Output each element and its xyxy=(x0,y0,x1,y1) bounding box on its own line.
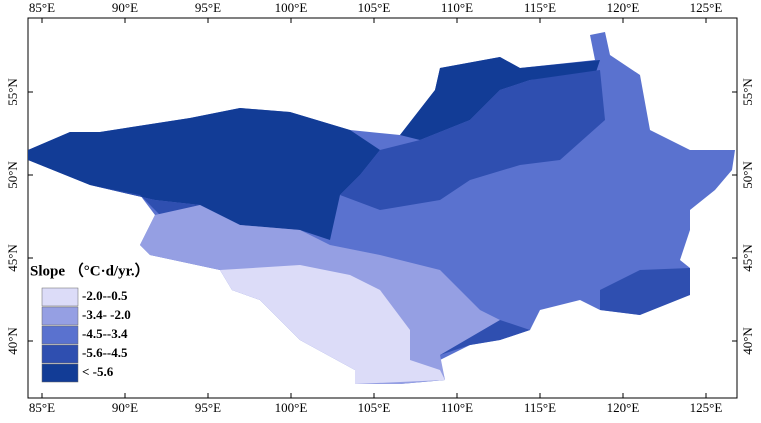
lat-label: 55°N xyxy=(5,78,20,106)
region-dark xyxy=(600,268,690,315)
lon-label: 125°E xyxy=(690,400,723,415)
lon-label: 95°E xyxy=(195,400,221,415)
lat-label: 40°N xyxy=(740,327,755,355)
lat-label: 45°N xyxy=(740,244,755,272)
legend-swatch xyxy=(41,287,79,307)
lon-label: 120°E xyxy=(607,0,640,15)
regions xyxy=(28,32,735,384)
legend-swatch xyxy=(41,325,79,345)
legend-title: Slope （°C·d/yr.） xyxy=(30,261,150,279)
lon-label: 95°E xyxy=(195,0,221,15)
region-dark xyxy=(90,185,200,215)
legend-label: -5.6--4.5 xyxy=(82,345,128,360)
lon-label: 100°E xyxy=(275,400,308,415)
lon-label: 90°E xyxy=(112,0,138,15)
legend-label: -4.5--3.4 xyxy=(82,326,128,341)
lat-label: 50°N xyxy=(5,161,20,189)
lat-label: 45°N xyxy=(5,244,20,272)
lon-label: 125°E xyxy=(690,0,723,15)
lon-label: 115°E xyxy=(524,400,556,415)
lat-label: 50°N xyxy=(740,161,755,189)
lon-label: 90°E xyxy=(112,400,138,415)
lon-label: 115°E xyxy=(524,0,556,15)
lon-label: 120°E xyxy=(607,400,640,415)
lon-label: 105°E xyxy=(358,0,391,15)
lon-label: 85°E xyxy=(29,0,55,15)
lon-label: 110°E xyxy=(441,400,473,415)
lon-label: 100°E xyxy=(275,0,308,15)
legend-swatch xyxy=(41,306,79,326)
region-lightest xyxy=(220,265,445,384)
lon-label: 85°E xyxy=(29,400,55,415)
legend-label: -2.0--0.5 xyxy=(82,288,128,303)
lat-label: 40°N xyxy=(5,327,20,355)
lat-label: 55°N xyxy=(740,78,755,106)
legend-label: < -5.6 xyxy=(82,364,114,379)
legend-label: -3.4- -2.0 xyxy=(82,307,131,322)
lon-label: 110°E xyxy=(441,0,473,15)
region-darkest xyxy=(28,108,380,240)
region-dark xyxy=(340,70,605,210)
legend-swatch xyxy=(41,344,79,364)
legend-swatch xyxy=(41,363,79,383)
lon-label: 105°E xyxy=(358,400,391,415)
